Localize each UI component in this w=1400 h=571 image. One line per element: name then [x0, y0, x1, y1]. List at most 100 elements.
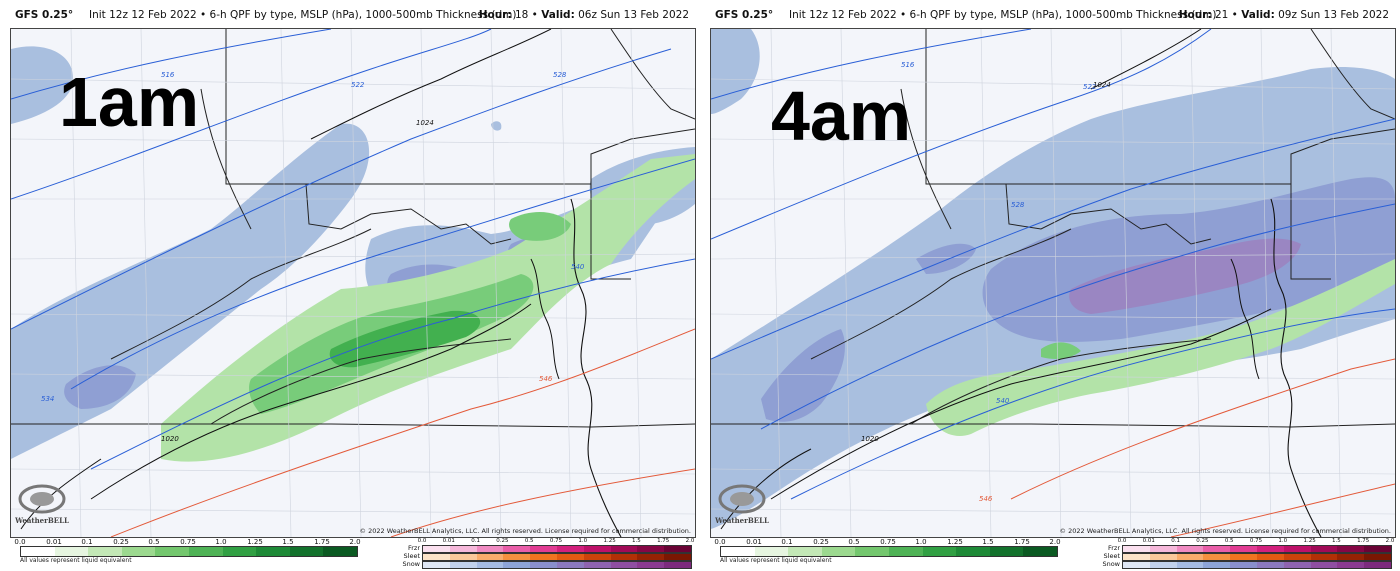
- ptype-tick: 1.5: [632, 538, 641, 544]
- ptype-swatch: [1123, 546, 1150, 552]
- ptype-tick: 0.01: [1142, 538, 1155, 544]
- qpf-tick: 2.0: [1049, 538, 1061, 546]
- ptype-swatch: [449, 546, 477, 552]
- qpf-swatch: [121, 547, 156, 556]
- ptype-swatch: [610, 546, 638, 552]
- ptype-swatch: [1203, 546, 1231, 552]
- ptype-swatch: [1364, 546, 1391, 552]
- qpf-tick: 0.1: [81, 538, 93, 546]
- sleet-colorbar: [1122, 553, 1392, 561]
- map-graphic: 516 522 528 540 546 1024 1020: [711, 29, 1395, 537]
- qpf-tick: 0.0: [714, 538, 726, 546]
- valid-label: Valid:: [541, 9, 575, 21]
- qpf-tick: 1.0: [915, 538, 927, 546]
- map-graphic: 516 522 528 540 546 1024 1020 534: [11, 29, 695, 537]
- ptype-label: Snow: [402, 560, 420, 568]
- logo-swirl-icon: [718, 484, 766, 514]
- ptype-swatch: [1176, 562, 1204, 568]
- ptype-swatch: [664, 562, 691, 568]
- panel-header: GFS 0.25° Init 12z 12 Feb 2022 • 6-h QPF…: [705, 0, 1397, 28]
- ptype-swatch: [583, 562, 611, 568]
- ptype-tick: 0.0: [417, 538, 427, 544]
- rain-mid-area: [1041, 342, 1081, 359]
- qpf-tick: 0.0: [14, 538, 26, 546]
- qpf-swatch: [721, 547, 755, 556]
- model-name: GFS 0.25°: [15, 9, 74, 21]
- ptype-swatch: [1176, 546, 1204, 552]
- coastline: [1270, 198, 1322, 537]
- thickness-lines-blue: [11, 29, 695, 470]
- thickness-label: 516: [161, 71, 175, 79]
- ptype-swatch: [1256, 554, 1284, 560]
- ptype-swatch: [1283, 554, 1311, 560]
- isobars: [720, 29, 1272, 530]
- ptype-swatch: [637, 562, 665, 568]
- time-overlay-label: 1am: [59, 63, 200, 141]
- chesapeake-bay: [530, 258, 560, 380]
- qpf-swatch: [754, 547, 789, 556]
- ptype-swatch: [423, 562, 450, 568]
- forecast-hour: 18: [514, 9, 529, 21]
- panel-header: GFS 0.25° Init 12z 12 Feb 2022 • 6-h QPF…: [5, 0, 697, 28]
- snow-heaviest-area: [1069, 238, 1301, 314]
- snow-colorbar: [422, 561, 692, 569]
- ptype-tick: 1.5: [1332, 538, 1341, 544]
- thickness-lines-red: [1010, 358, 1395, 537]
- ptype-tick: 1.75: [1357, 538, 1370, 544]
- ptype-swatch: [1149, 562, 1177, 568]
- hour-label: Hour:: [478, 9, 512, 21]
- qpf-swatch: [821, 547, 856, 556]
- qpf-swatch: [989, 547, 1024, 556]
- county-lines: [711, 29, 1395, 537]
- qpf-tick: 2.0: [349, 538, 361, 546]
- ptype-tick: 0.25: [1196, 538, 1209, 544]
- ptype-label: Snow: [1102, 560, 1120, 568]
- ptype-swatch: [1256, 562, 1284, 568]
- hour-label: Hour:: [1178, 9, 1212, 21]
- ptype-tick: 0.25: [496, 538, 509, 544]
- qpf-swatch: [88, 547, 122, 556]
- thickness-lines-blue: [711, 29, 1395, 500]
- qpf-swatch: [855, 547, 889, 556]
- thickness-label: 540: [571, 263, 585, 271]
- ptype-tick: 1.75: [657, 538, 670, 544]
- ptype-swatch: [1123, 562, 1150, 568]
- map-panel-hour-18: GFS 0.25° Init 12z 12 Feb 2022 • 6-h QPF…: [5, 0, 697, 571]
- ptype-swatch: [1283, 546, 1311, 552]
- qpf-swatch: [222, 547, 257, 556]
- qpf-tick: 0.5: [148, 538, 160, 546]
- ptype-tick: 1.25: [1303, 538, 1316, 544]
- ptype-tick: 2.0: [685, 538, 695, 544]
- ptype-swatch: [583, 554, 611, 560]
- thickness-lines-red: [110, 328, 695, 537]
- thickness-label: 522: [1083, 83, 1097, 91]
- weatherbell-logo: WeatherBELL: [14, 481, 70, 525]
- ptype-swatch: [610, 554, 638, 560]
- ptype-swatch: [503, 554, 531, 560]
- copyright-notice: © 2022 WeatherBELL Analytics, LLC. All r…: [1059, 527, 1391, 535]
- ptype-swatch: [530, 554, 557, 560]
- ptype-swatch: [610, 562, 638, 568]
- qpf-swatch: [323, 547, 357, 556]
- valid-label: Valid:: [1241, 9, 1275, 21]
- thickness-label: 540: [996, 397, 1010, 405]
- forecast-map: 516 522 528 540 546 1024 1020 4am Weathe…: [710, 28, 1396, 538]
- qpf-tick: 1.25: [247, 538, 263, 546]
- ptype-tick: 2.0: [1385, 538, 1395, 544]
- ptype-swatch: [503, 562, 531, 568]
- frzr-colorbar: [422, 545, 692, 553]
- qpf-swatch: [888, 547, 923, 556]
- ptype-swatch: [1337, 562, 1365, 568]
- snow-area: [11, 46, 73, 124]
- thickness-label: 534: [41, 395, 54, 403]
- qpf-tick: 0.1: [781, 538, 793, 546]
- time-overlay-label: 4am: [771, 77, 912, 155]
- ptype-swatch: [664, 554, 691, 560]
- precip-type-legend: Frzr Sleet Snow 0.0 0.01 0.1 0.25 0.5 0.75 1.0…: [402, 538, 694, 569]
- ptype-swatch: [476, 554, 504, 560]
- qpf-tick: 0.5: [848, 538, 860, 546]
- qpf-tick: 0.01: [746, 538, 762, 546]
- qpf-swatch: [922, 547, 957, 556]
- qpf-swatch: [155, 547, 189, 556]
- ptype-swatch: [556, 554, 584, 560]
